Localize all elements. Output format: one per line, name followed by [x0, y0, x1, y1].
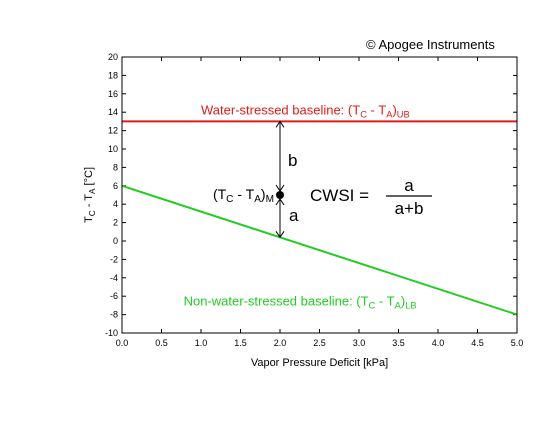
x-tick-label: 1.0 — [195, 338, 208, 348]
y-tick-label: 14 — [108, 107, 118, 117]
y-tick-label: -4 — [110, 273, 118, 283]
y-tick-label: 8 — [113, 162, 118, 172]
x-tick-label: 0.0 — [116, 338, 129, 348]
x-tick-label: 3.5 — [392, 338, 405, 348]
cwsi-lhs: CWSI = — [310, 186, 369, 205]
y-tick-label: -10 — [105, 328, 118, 338]
x-tick-label: 4.5 — [471, 338, 484, 348]
y-axis-title: TC - TA [°C] — [83, 167, 97, 223]
y-tick-label: 12 — [108, 126, 118, 136]
cwsi-denominator: a+b — [395, 199, 424, 218]
y-tick-label: -6 — [110, 291, 118, 301]
series-line-lower — [121, 184, 518, 316]
x-tick-label: 5.0 — [511, 338, 524, 348]
y-tick-label: 10 — [108, 144, 118, 154]
x-axis-title: Vapor Pressure Deficit [kPa] — [251, 357, 388, 369]
y-tick-label: 6 — [113, 181, 118, 191]
lower-baseline-label: Non-water-stressed baseline: (TC - TA)LB — [184, 293, 417, 310]
measured-point-marker — [276, 191, 284, 199]
y-tick-label: -2 — [110, 254, 118, 264]
measured-point-label: (TC - TA)M — [213, 186, 274, 205]
x-tick-label: 0.5 — [155, 338, 168, 348]
x-tick-label: 2.5 — [313, 338, 326, 348]
copyright-text: © Apogee Instruments — [366, 37, 495, 52]
upper-baseline-label: Water-stressed baseline: (TC - TA)UB — [201, 102, 410, 119]
x-tick-label: 2.0 — [274, 338, 287, 348]
label-a: a — [289, 206, 299, 225]
label-b: b — [288, 151, 297, 170]
annotation-layer: Water-stressed baseline: (TC - TA)UB Non-… — [184, 102, 432, 310]
y-tick-label: -8 — [110, 310, 118, 320]
x-tick-label: 3.0 — [353, 338, 366, 348]
y-tick-label: 18 — [108, 70, 118, 80]
y-tick-label: 4 — [113, 199, 118, 209]
cwsi-numerator: a — [404, 176, 414, 195]
y-tick-label: 20 — [108, 52, 118, 62]
x-tick-label: 4.0 — [432, 338, 445, 348]
plot-frame — [121, 56, 518, 334]
ticks-layer: 0.0 0.5 1.0 1.5 2.0 2.5 3.0 3.5 4.0 4.5 5.0 -10 -8 -6… — [105, 52, 523, 348]
y-tick-label: 16 — [108, 89, 118, 99]
x-tick-label: 1.5 — [234, 338, 247, 348]
y-tick-label: 0 — [113, 236, 118, 246]
arrow-a-head-bottom — [275, 231, 285, 239]
y-tick-label: 2 — [113, 218, 118, 228]
series-layer — [121, 120, 518, 316]
arrow-b-head-top — [275, 120, 285, 128]
